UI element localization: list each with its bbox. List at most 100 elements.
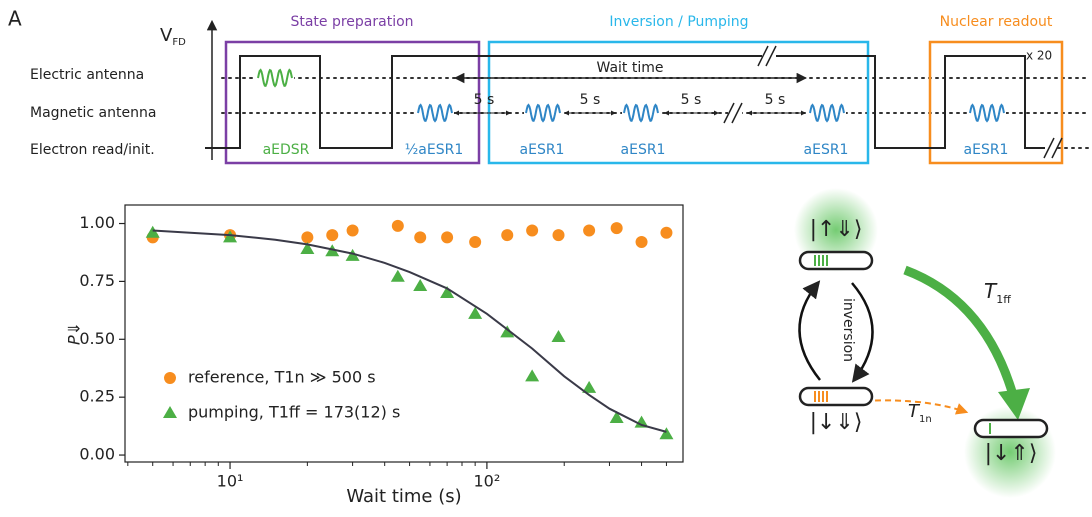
legend-marker xyxy=(164,372,176,384)
data-point xyxy=(441,231,454,244)
wiggle xyxy=(969,103,1005,123)
legend-label: pumping, T1ff = 173(12) s xyxy=(188,403,400,422)
arrow-head xyxy=(998,388,1030,420)
voltage-waveform xyxy=(205,55,1045,149)
interval-label: 5 s xyxy=(580,92,601,108)
data-point xyxy=(634,415,649,428)
data-point xyxy=(301,231,314,244)
interval-label: 5 s xyxy=(765,92,786,108)
legend-label: reference, T1n ≫ 500 s xyxy=(188,368,376,387)
pulse-label: ½aESR1 xyxy=(405,142,464,158)
data-point xyxy=(583,224,596,237)
scatter-chart: 0.00 0.25 0.50 0.75 1.00 10¹ 10² Wait time (s) P… xyxy=(65,204,684,507)
pulse-diagram: A VFD Electric antenna Magnetic antenna … xyxy=(8,7,1091,165)
population xyxy=(814,391,828,402)
repeat-label: x 20 xyxy=(1026,49,1052,63)
rate-label: T1n xyxy=(908,401,932,425)
axis-break xyxy=(757,45,777,67)
data-point xyxy=(414,231,427,244)
wiggle-backdrop xyxy=(808,103,846,123)
pulses xyxy=(256,68,1006,123)
x-tick-label: 10² xyxy=(474,472,501,491)
inversion-label: inversion xyxy=(840,298,856,362)
legend-marker xyxy=(163,406,177,418)
axis-label-main: V xyxy=(160,25,173,46)
rate-main: T xyxy=(908,401,921,422)
panel-label: A xyxy=(8,7,22,31)
interval-label: 5 s xyxy=(681,92,702,108)
section-title: State preparation xyxy=(290,14,413,30)
state-label: |↑⇓⟩ xyxy=(810,217,863,242)
pulse-label: aESR1 xyxy=(964,142,1009,158)
data-point xyxy=(610,222,623,235)
wiggle-backdrop xyxy=(968,103,1006,123)
data-point xyxy=(659,427,674,440)
label-backdrop xyxy=(590,60,670,76)
row-label: Electron read/init. xyxy=(30,142,155,158)
wiggle xyxy=(623,103,659,123)
rate-sub: 1n xyxy=(919,414,932,425)
y-tick-label: 1.00 xyxy=(79,213,115,232)
axis-break xyxy=(1043,137,1063,159)
data-point xyxy=(660,226,673,239)
wiggle-backdrop xyxy=(524,103,562,123)
state-label: |↓⇑⟩ xyxy=(985,441,1038,466)
data-point xyxy=(609,411,624,424)
axis-label: VFD xyxy=(160,25,186,48)
axis-break xyxy=(723,102,743,124)
data-point xyxy=(552,229,565,242)
y-tick-label: 0.50 xyxy=(79,329,115,348)
section-title: Nuclear readout xyxy=(940,14,1053,30)
section-box xyxy=(928,40,1064,165)
y-tick-label: 0.25 xyxy=(79,387,115,406)
wiggle-backdrop xyxy=(622,103,660,123)
x-tick-label: 10¹ xyxy=(217,472,244,491)
data-point xyxy=(223,230,238,243)
inversion-arrow xyxy=(851,282,874,383)
state-pill xyxy=(973,418,1049,439)
rate-sub: 1ff xyxy=(996,293,1011,306)
data-point xyxy=(468,306,483,319)
rate-label: T1ff xyxy=(984,279,1011,307)
pulse-label: aESR1 xyxy=(804,142,849,158)
break-gap xyxy=(762,44,776,64)
pulse-label: aESR1 xyxy=(621,142,666,158)
wiggle-backdrop xyxy=(416,103,454,123)
data-point xyxy=(469,236,482,249)
pill xyxy=(798,386,874,407)
section-title: Inversion / Pumping xyxy=(609,14,748,30)
data-point xyxy=(500,325,515,338)
state-label: |↓⇓⟩ xyxy=(810,410,863,435)
data-point xyxy=(582,380,597,393)
transition-arrow xyxy=(903,265,1018,397)
data-point xyxy=(525,369,540,382)
inversion-arrow xyxy=(798,280,821,381)
data-point xyxy=(346,224,359,237)
fit-line xyxy=(152,229,667,433)
data-point xyxy=(326,229,339,242)
pulse-label: aESR1 xyxy=(520,142,565,158)
data-point xyxy=(390,269,405,282)
data-point xyxy=(526,224,539,237)
data-point xyxy=(551,329,566,342)
level-diagram: |↑⇓⟩ |↓⇓⟩ |↓⇑⟩ inversion T1ff T1n xyxy=(794,188,1056,498)
state-pill xyxy=(798,250,874,271)
y-tick-label: 0.75 xyxy=(79,271,115,290)
data-point xyxy=(145,225,160,238)
section-box xyxy=(224,40,481,165)
wiggle xyxy=(257,68,293,88)
pill xyxy=(798,250,874,271)
data-point xyxy=(501,229,514,242)
wiggle xyxy=(809,103,845,123)
data-point xyxy=(391,219,404,232)
wiggle xyxy=(525,103,561,123)
pill xyxy=(973,418,1049,439)
plot-frame xyxy=(124,204,684,463)
data-point xyxy=(300,241,315,254)
data-point xyxy=(345,248,360,261)
row-label: Magnetic antenna xyxy=(30,105,156,121)
section-box xyxy=(487,40,870,165)
x-axis-label: Wait time (s) xyxy=(346,486,461,507)
interval-label: 5 s xyxy=(474,92,495,108)
